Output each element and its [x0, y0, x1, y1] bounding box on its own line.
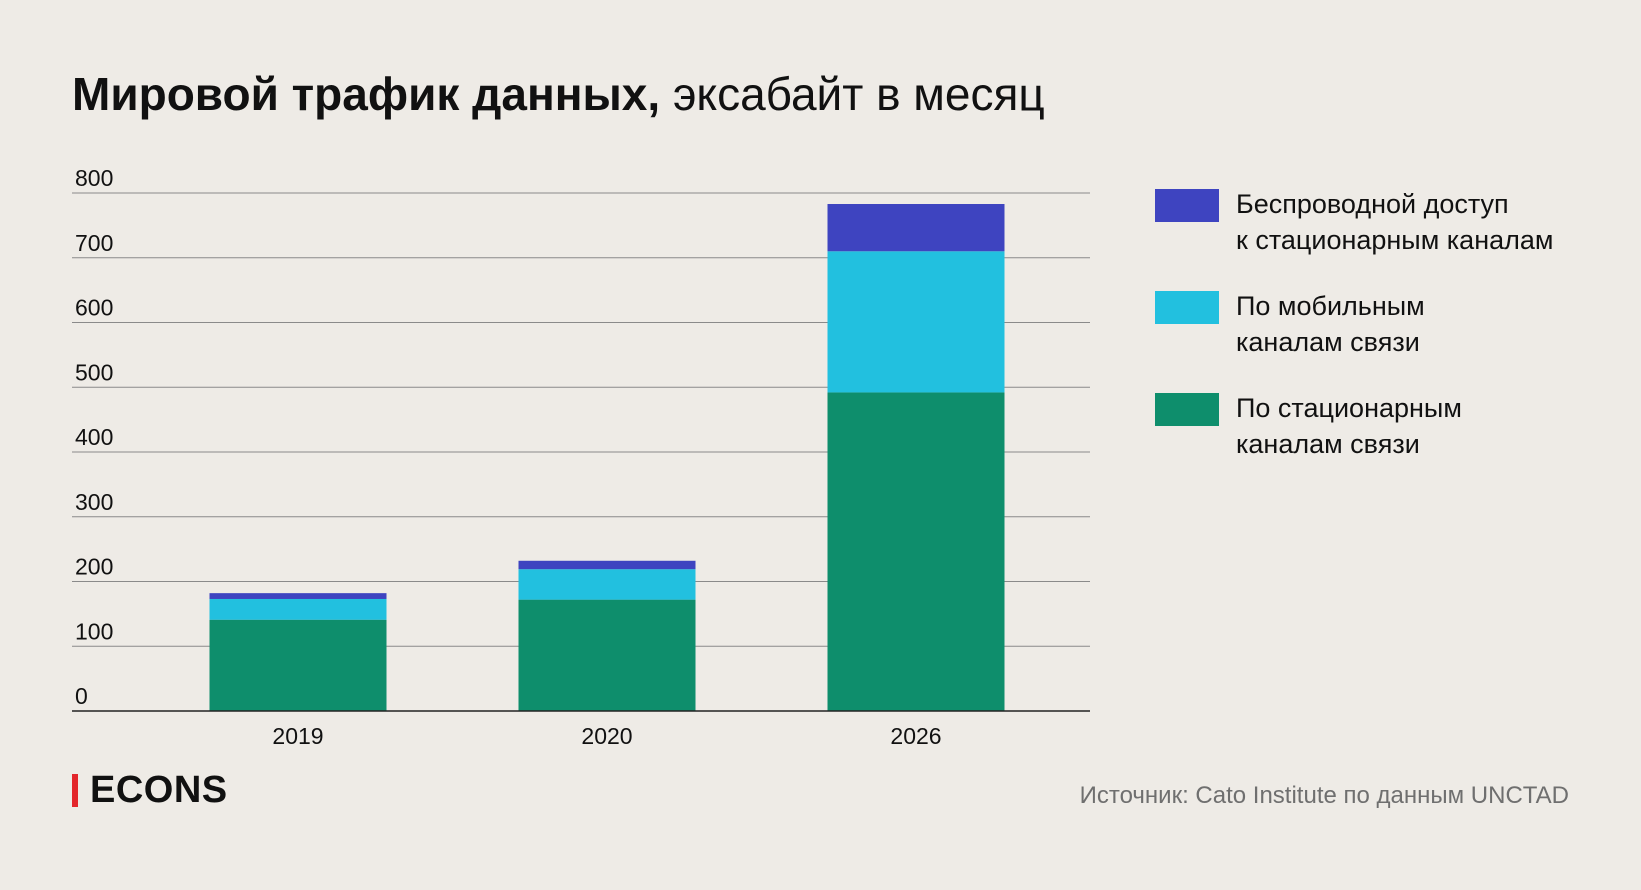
legend-item-wireless: Беспроводной доступ к стационарным канал…: [1155, 186, 1615, 258]
y-tick-label-0: 0: [75, 683, 88, 709]
legend-label-fixed-line-1: По стационарным: [1236, 393, 1462, 423]
bar-2019-series-1: [209, 598, 387, 620]
bar-2019-series-0: [209, 619, 387, 711]
chart-title-bold: Мировой трафик данных,: [72, 68, 661, 120]
legend-swatch-wireless: [1155, 189, 1219, 222]
legend-label-mobile-line-1: По мобильным: [1236, 291, 1425, 321]
y-tick-label-500: 500: [75, 359, 113, 385]
source-note: Источник: Cato Institute по данным UNCTA…: [1079, 782, 1569, 809]
bar-2026-series-1: [827, 251, 1005, 393]
legend-label-wireless-line-1: Беспроводной доступ: [1236, 189, 1509, 219]
y-tick-label-600: 600: [75, 295, 113, 321]
legend: Беспроводной доступ к стационарным канал…: [1155, 186, 1615, 492]
legend-item-fixed: По стационарным каналам связи: [1155, 390, 1615, 462]
y-tick-label-400: 400: [75, 424, 113, 450]
bar-2020-series-2: [518, 560, 696, 570]
y-tick-label-300: 300: [75, 489, 113, 515]
bar-2026-series-2: [827, 204, 1005, 252]
x-tick-label-2026: 2026: [890, 723, 941, 749]
bar-2020-series-1: [518, 569, 696, 600]
legend-label-fixed: По стационарным каналам связи: [1236, 390, 1462, 462]
chart-title-units: эксабайт в месяц: [672, 68, 1045, 120]
legend-label-mobile-line-2: каналам связи: [1236, 327, 1420, 357]
econs-logo: ECONS: [72, 770, 228, 810]
legend-label-wireless: Беспроводной доступ к стационарным канал…: [1236, 186, 1553, 258]
x-tick-label-2019: 2019: [272, 723, 323, 749]
logo-wordmark: ECONS: [90, 769, 228, 811]
bar-2026-series-0: [827, 392, 1005, 711]
bar-2019-series-2: [209, 593, 387, 599]
legend-label-fixed-line-2: каналам связи: [1236, 429, 1420, 459]
y-tick-label-100: 100: [75, 618, 113, 644]
bar-2020-series-0: [518, 599, 696, 711]
legend-swatch-fixed: [1155, 393, 1219, 426]
legend-label-wireless-line-2: к стационарным каналам: [1236, 225, 1554, 255]
chart-title: Мировой трафик данных, эксабайт в месяц: [72, 64, 1045, 124]
y-tick-label-800: 800: [75, 165, 113, 191]
x-tick-label-2020: 2020: [581, 723, 632, 749]
logo-accent-bar: [72, 773, 78, 807]
y-tick-label-200: 200: [75, 554, 113, 580]
legend-item-mobile: По мобильным каналам связи: [1155, 288, 1615, 360]
y-tick-label-700: 700: [75, 230, 113, 256]
legend-swatch-mobile: [1155, 291, 1219, 324]
legend-label-mobile: По мобильным каналам связи: [1236, 288, 1425, 360]
